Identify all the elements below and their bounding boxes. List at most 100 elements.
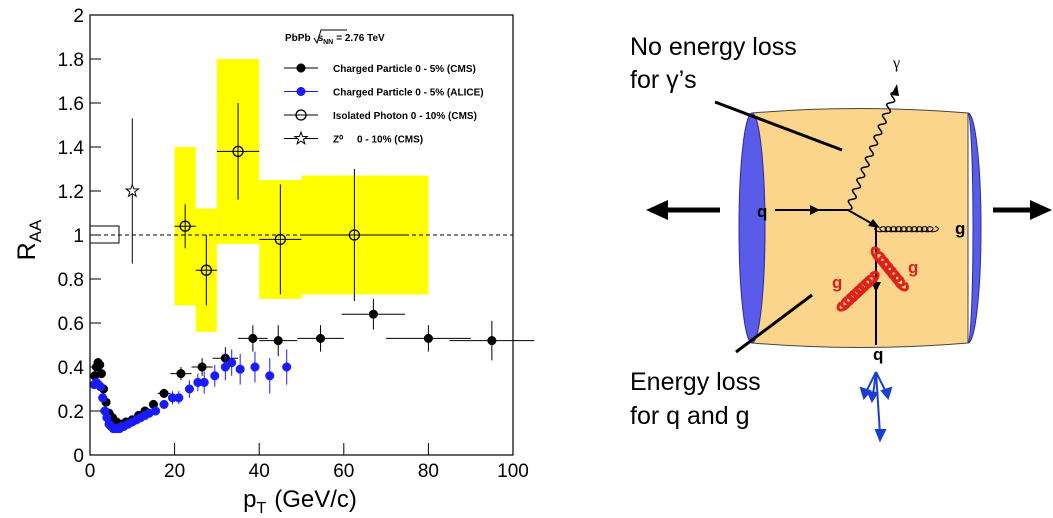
gluon-b [870, 246, 909, 292]
x-title-sub: T [256, 500, 266, 517]
filled-marker [176, 369, 186, 379]
filled-marker [184, 384, 194, 394]
x-tick-label: 100 [497, 461, 529, 482]
y-tick-label: 1 [73, 226, 84, 247]
photon-label: γ [892, 55, 900, 72]
gluon-a-label: g [832, 273, 842, 292]
gluon-out [874, 226, 939, 233]
y-tick-label: 0.8 [58, 270, 84, 291]
legend-label: Charged Particle 0 - 5% (ALICE) [333, 88, 484, 99]
filled-marker [296, 63, 306, 73]
legend-label: Z⁰ 0 - 10% (CMS) [333, 135, 423, 146]
open-marker [232, 145, 244, 158]
legend-title-sub: NN [323, 39, 333, 46]
filled-marker [95, 360, 105, 370]
gluon-b-label: g [908, 258, 918, 277]
filled-marker [151, 406, 161, 416]
x-tick-label: 40 [249, 461, 270, 482]
y-axis-title: RAA [13, 219, 45, 260]
plot [89, 59, 535, 434]
y-tick-label: 0.6 [58, 314, 84, 335]
series [124, 118, 140, 264]
filled-marker [315, 333, 326, 343]
x-title-main: p [243, 486, 256, 513]
filled-marker [273, 336, 283, 346]
filled-marker [174, 393, 184, 403]
filled-marker [487, 336, 497, 346]
photon-line [847, 91, 896, 211]
y-tick-label: 2 [73, 6, 84, 27]
legend-title-root: s [318, 33, 324, 44]
y-tick-label: 1.8 [58, 50, 84, 71]
filled-marker [368, 309, 378, 319]
filled-marker [235, 364, 245, 374]
diagram: No energy loss for γ’s Energy loss for q… [630, 33, 1052, 443]
x-tick-label: 0 [85, 461, 96, 482]
legend: Charged Particle 0 - 5% (CMS) Charged Par… [284, 63, 484, 146]
y-tick-label: 1.2 [58, 182, 84, 203]
y-title-main: R [13, 242, 41, 260]
quark-kink-arrow [868, 219, 880, 228]
fragment-head [874, 429, 887, 443]
y-tick-label: 0 [73, 446, 84, 467]
arrow-left-head [646, 200, 668, 220]
y-tick-label: 0.2 [58, 402, 84, 423]
filled-marker [159, 399, 169, 409]
legend-title: PbPb sNN = 2.76 TeV [285, 33, 385, 46]
filled-marker [199, 377, 209, 387]
fragment-head [866, 390, 879, 404]
note-top-2: for γ’s [630, 66, 697, 94]
y-tick-label: 1.4 [58, 138, 85, 159]
filled-marker [98, 393, 108, 403]
star-marker [293, 130, 309, 146]
open-marker [348, 229, 361, 241]
filled-marker [227, 358, 237, 368]
legend-label: Isolated Photon 0 - 10% (CMS) [333, 111, 477, 122]
open-marker [274, 233, 287, 246]
fragment [875, 371, 881, 435]
filled-marker [96, 382, 106, 392]
series [174, 103, 408, 306]
filled-marker [210, 371, 220, 381]
nucleus-right [967, 112, 982, 344]
filled-marker [197, 362, 207, 372]
quark-out-label: q [873, 345, 883, 364]
quark-in-arrow [810, 205, 820, 215]
x-axis-title: pT (GeV/c) [243, 486, 357, 517]
arrow-right-head [1030, 200, 1052, 220]
filled-marker [296, 86, 306, 97]
x-tick-label: 60 [333, 461, 354, 482]
fragment-head [880, 386, 893, 401]
legend-title-suffix: = 2.76 TeV [336, 33, 385, 44]
y-title-sub: AA [26, 219, 45, 242]
gluon-a [836, 270, 880, 312]
note-bottom-1: Energy loss [630, 368, 761, 396]
nucleus-left [738, 112, 766, 344]
x-title-rest: (GeV/c) [274, 486, 357, 513]
note-bottom-2: for q and g [630, 402, 750, 430]
gluon-out-label: g [955, 219, 965, 238]
filled-marker [265, 371, 275, 381]
fragment [875, 371, 887, 393]
quark-in-label: q [757, 202, 767, 221]
filled-marker [159, 388, 169, 398]
pointer-top [714, 100, 843, 152]
x-tick-label: 20 [164, 461, 185, 482]
fragment-head [859, 386, 872, 401]
filled-marker [282, 362, 292, 372]
star-marker [124, 182, 140, 198]
note-top-1: No energy loss [630, 33, 797, 61]
open-marker [295, 109, 307, 121]
sqrt-sign [313, 29, 347, 45]
y-tick-label: 1.6 [58, 94, 84, 115]
medium [751, 108, 969, 348]
pointer-bottom [735, 293, 813, 354]
filled-marker [250, 362, 260, 372]
filled-marker [96, 369, 106, 379]
legend-label: Charged Particle 0 - 5% (CMS) [333, 64, 476, 75]
filled-marker [220, 362, 230, 372]
filled-marker [423, 333, 433, 343]
x-tick-label: 80 [418, 461, 439, 482]
fragment [865, 371, 877, 393]
